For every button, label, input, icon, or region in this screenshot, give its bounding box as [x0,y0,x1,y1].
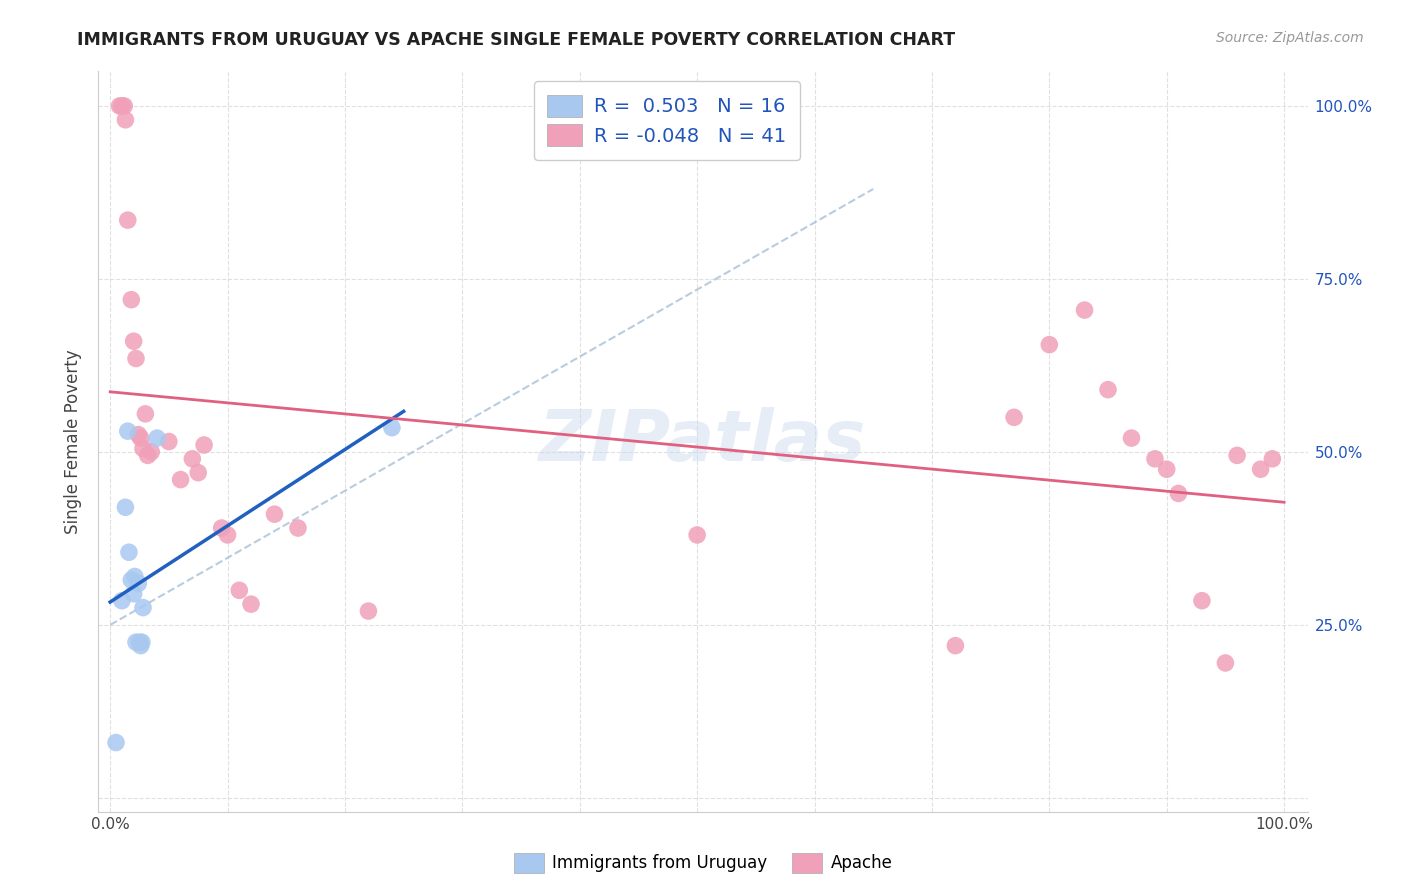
Y-axis label: Single Female Poverty: Single Female Poverty [65,350,83,533]
Point [169,473,191,487]
Text: ZIPatlas: ZIPatlas [540,407,866,476]
Point [132,600,155,615]
Point [118,545,141,559]
Point [1167,486,1189,500]
Point [217,528,239,542]
Point [117,424,139,438]
Point [124,569,146,583]
Point [120,293,142,307]
Point [127,427,149,442]
Point [1226,449,1249,463]
Point [228,583,250,598]
Point [157,434,180,449]
Point [114,112,136,127]
Point [136,449,159,463]
Point [1191,593,1213,607]
Point [127,576,149,591]
Point [120,573,142,587]
Point [686,528,709,542]
Point [105,735,128,749]
Point [132,442,155,456]
Point [381,420,404,434]
Point [111,99,134,113]
Point [287,521,309,535]
Point [357,604,380,618]
Point [187,466,209,480]
Point [211,521,233,535]
Point [1073,303,1095,318]
Point [129,639,152,653]
Point [193,438,215,452]
Point [117,213,139,227]
Point [1143,451,1166,466]
Point [1002,410,1025,425]
Point [111,593,134,607]
Point [134,407,156,421]
Point [122,334,145,349]
Point [112,99,135,113]
Point [1097,383,1119,397]
Point [1215,656,1237,670]
Point [1038,337,1060,351]
Point [181,451,204,466]
Point [1156,462,1178,476]
Text: Source: ZipAtlas.com: Source: ZipAtlas.com [1216,31,1364,45]
Text: IMMIGRANTS FROM URUGUAY VS APACHE SINGLE FEMALE POVERTY CORRELATION CHART: IMMIGRANTS FROM URUGUAY VS APACHE SINGLE… [77,31,956,49]
Legend: Immigrants from Uruguay, Apache: Immigrants from Uruguay, Apache [508,847,898,880]
Point [128,635,150,649]
Point [114,500,136,515]
Point [1250,462,1272,476]
Point [1261,451,1284,466]
Point [108,99,131,113]
Point [263,507,285,521]
Point [131,635,153,649]
Point [146,431,169,445]
Point [125,351,148,366]
Point [1121,431,1143,445]
Point [122,587,145,601]
Point [125,635,148,649]
Point [141,445,163,459]
Legend: R =  0.503   N = 16, R = -0.048   N = 41: R = 0.503 N = 16, R = -0.048 N = 41 [534,81,800,160]
Point [240,597,263,611]
Point [129,431,152,445]
Point [945,639,967,653]
